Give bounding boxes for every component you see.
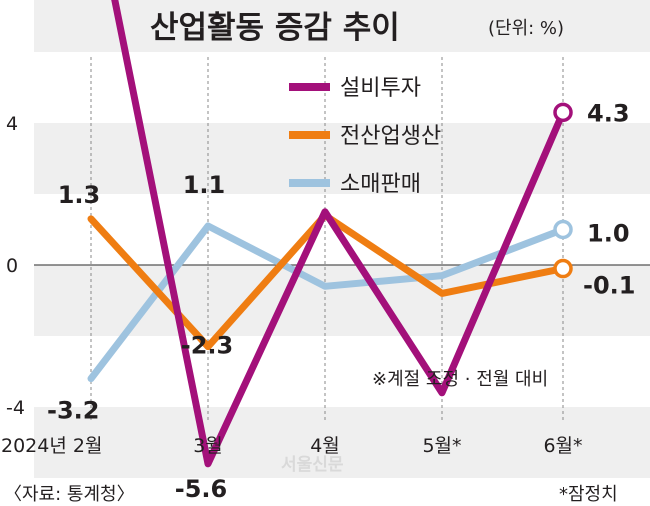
data-label: 1.3 bbox=[58, 181, 101, 209]
source-label: 〈자료: 통계청〉 bbox=[4, 484, 135, 505]
x-tick-label: 4월 bbox=[310, 435, 340, 457]
end-marker-0 bbox=[553, 102, 573, 123]
x-tick-label: 2024년 2월 bbox=[1, 435, 102, 457]
data-labels: 10.81.3-3.21.1-2.3-5.64.31.0-0.1 bbox=[47, 99, 635, 503]
data-label: -5.6 bbox=[175, 475, 227, 503]
provisional-footnote: *잠정치 bbox=[559, 484, 618, 505]
x-tick-label: 6월* bbox=[543, 435, 582, 457]
grid-bands bbox=[34, 0, 650, 478]
data-label: 4.3 bbox=[587, 99, 630, 127]
series-line-0 bbox=[111, 0, 567, 468]
x-tick-label: 3월 bbox=[193, 435, 223, 457]
y-tick-label: 0 bbox=[6, 255, 18, 277]
unit-label: (단위: %) bbox=[488, 18, 564, 39]
data-label: 1.1 bbox=[183, 171, 226, 199]
y-tick-label: -4 bbox=[6, 397, 25, 419]
legend-label-1: 전산업생산 bbox=[340, 124, 441, 149]
y-axis-ticks: 12840-4 bbox=[6, 113, 25, 419]
data-label: -3.2 bbox=[47, 397, 99, 425]
legend-label-2: 소매판매 bbox=[340, 172, 421, 197]
grid-band bbox=[34, 0, 650, 52]
end-marker-1 bbox=[553, 258, 573, 279]
watermark: 서울신문 bbox=[281, 455, 344, 475]
seasonal-adjustment-note: ※계절 조정 · 전월 대비 bbox=[372, 369, 548, 390]
grid-band bbox=[34, 123, 650, 194]
data-label: 1.0 bbox=[587, 220, 630, 248]
grid-band bbox=[34, 407, 650, 478]
x-axis-ticks: 2024년 2월 3월 4월 5월* 6월* bbox=[1, 435, 583, 457]
series-lines bbox=[87, 0, 573, 468]
y-tick-label: 4 bbox=[6, 113, 18, 135]
end-marker-2 bbox=[553, 219, 573, 240]
legend-label-0: 설비투자 bbox=[340, 76, 421, 101]
data-label: -2.3 bbox=[181, 332, 233, 360]
data-label: -0.1 bbox=[583, 272, 635, 300]
chart-title: 산업활동 증감 추이 bbox=[150, 10, 400, 46]
x-tick-label: 5월* bbox=[422, 435, 461, 457]
